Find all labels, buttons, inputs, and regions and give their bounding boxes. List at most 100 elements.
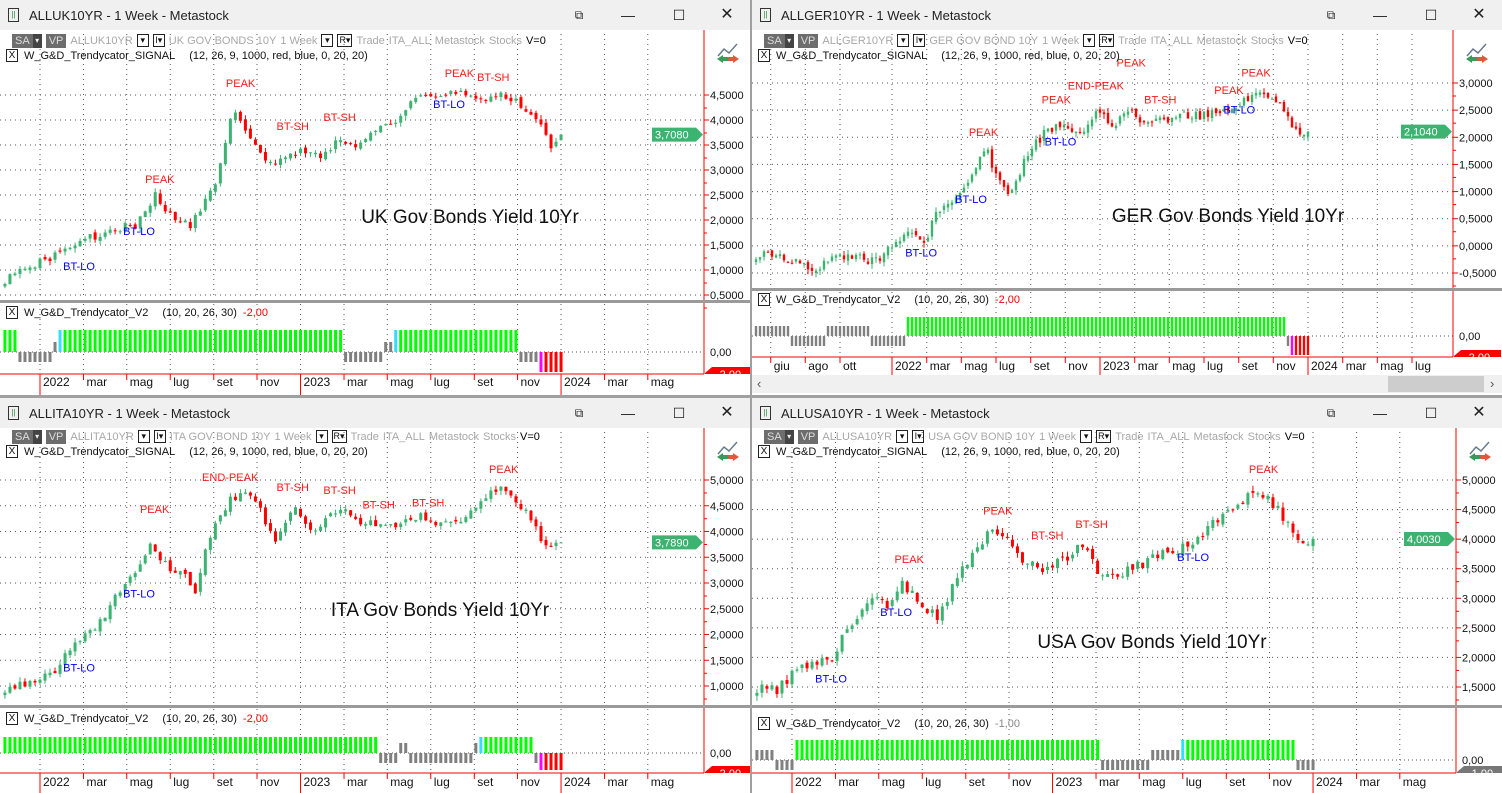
minimize-button[interactable]: — [621, 405, 635, 421]
remove-signal-icon[interactable]: X [758, 49, 770, 62]
indicator-bar [1010, 317, 1014, 336]
symbol-label[interactable]: ALLUSA10YR [822, 430, 893, 443]
period-dropdown[interactable]: ▾ [1083, 34, 1096, 47]
popout-icon[interactable]: ⧉ [574, 8, 584, 22]
interval-dropdown[interactable]: I▾ [152, 34, 165, 47]
remove-indicator-icon[interactable]: X [758, 293, 770, 306]
period-dropdown[interactable]: ▾ [321, 34, 334, 47]
minimize-button[interactable]: — [621, 7, 635, 23]
chart-window[interactable]: || ALLUSA10YR - 1 Week - Metastock ⧉ — ☐… [752, 398, 1502, 793]
price-chart[interactable]: 2022 mar mag lug set nov 2023 mar mag lug set nov 20… [0, 0, 750, 395]
popout-icon[interactable]: ⧉ [1326, 8, 1336, 22]
remove-signal-icon[interactable]: X [758, 445, 770, 458]
period-dropdown[interactable]: ▾ [1080, 430, 1093, 443]
sa-button[interactable]: SA [764, 33, 785, 48]
popout-icon[interactable]: ⧉ [1326, 406, 1336, 420]
chart-style-icon[interactable] [717, 441, 739, 461]
minimize-button[interactable]: — [1373, 7, 1387, 23]
symbol-label[interactable]: ALLGER10YR [822, 34, 894, 47]
scroll-right-icon[interactable]: › [1490, 376, 1495, 391]
title-bar[interactable]: || ALLGER10YR - 1 Week - Metastock ⧉ — ☐… [752, 0, 1502, 30]
vp-button[interactable]: VP [797, 33, 819, 48]
r-dropdown[interactable]: R▾ [331, 430, 347, 443]
chart-style-icon[interactable] [1466, 43, 1488, 63]
symbol-dropdown[interactable]: ▾ [136, 34, 149, 47]
chart-window[interactable]: || ALLGER10YR - 1 Week - Metastock ⧉ — ☐… [752, 0, 1502, 395]
sa-dropdown-icon[interactable]: ▾ [784, 429, 794, 444]
candle [1186, 108, 1190, 119]
period-dropdown[interactable]: ▾ [315, 430, 328, 443]
r-dropdown[interactable]: R▾ [1099, 34, 1115, 47]
candle [379, 125, 383, 134]
remove-indicator-icon[interactable]: X [6, 712, 18, 725]
maximize-button[interactable]: ☐ [672, 405, 686, 421]
symbol-label[interactable]: ALLITA10YR [70, 430, 134, 443]
close-button[interactable]: ✕ [1472, 6, 1486, 23]
vp-button[interactable]: VP [797, 429, 819, 444]
minimize-button[interactable]: — [1373, 405, 1387, 421]
pane-splitter[interactable] [752, 288, 1502, 291]
watermark-label: ITA Gov Bonds Yield 10Yr [331, 600, 550, 621]
price-chart[interactable]: 2022 mar mag lug set nov 2023 mar mag lug set nov 20… [752, 398, 1502, 793]
candle [1166, 116, 1170, 124]
interval-dropdown[interactable]: I▾ [912, 430, 925, 443]
candle [1114, 122, 1118, 131]
indicator-name[interactable]: W_G&D_Trendycator_V2 [24, 712, 149, 725]
symbol-dropdown[interactable]: ▾ [896, 430, 909, 443]
signal-name[interactable]: W_G&D_Trendycator_SIGNAL [776, 49, 928, 62]
signal-name[interactable]: W_G&D_Trendycator_SIGNAL [24, 445, 176, 458]
pane-splitter[interactable] [0, 705, 750, 708]
indicator-bar [218, 737, 222, 753]
interval-dropdown[interactable]: I▾ [913, 34, 926, 47]
chart-style-icon[interactable] [717, 43, 739, 63]
scrollbar-thumb[interactable] [1388, 376, 1484, 392]
remove-signal-icon[interactable]: X [6, 49, 18, 62]
symbol-dropdown[interactable]: ▾ [897, 34, 910, 47]
chart-style-icon[interactable] [1469, 441, 1491, 461]
indicator-name[interactable]: W_G&D_Trendycator_V2 [776, 717, 901, 730]
pane-splitter[interactable] [752, 705, 1502, 708]
r-dropdown[interactable]: R▾ [1096, 430, 1112, 443]
remove-indicator-icon[interactable]: X [758, 717, 770, 730]
interval-dropdown[interactable]: I▾ [153, 430, 166, 443]
close-button[interactable]: ✕ [720, 404, 734, 421]
indicator-bar [1070, 317, 1074, 336]
r-dropdown[interactable]: R▾ [337, 34, 353, 47]
maximize-button[interactable]: ☐ [672, 7, 686, 23]
title-bar[interactable]: || ALLITA10YR - 1 Week - Metastock ⧉ — ☐… [0, 398, 750, 428]
sa-dropdown-icon[interactable]: ▾ [784, 33, 794, 48]
maximize-button[interactable]: ☐ [1424, 405, 1438, 421]
sa-button[interactable]: SA [12, 429, 33, 444]
vp-button[interactable]: VP [45, 33, 67, 48]
title-bar[interactable]: || ALLUSA10YR - 1 Week - Metastock ⧉ — ☐… [752, 398, 1502, 428]
window-title: ALLITA10YR - 1 Week - Metastock [29, 405, 231, 421]
vp-button[interactable]: VP [45, 429, 67, 444]
candle [1241, 500, 1245, 505]
popout-icon[interactable]: ⧉ [574, 406, 584, 420]
signal-label: PEAK [489, 464, 519, 476]
close-button[interactable]: ✕ [720, 6, 734, 23]
sa-button[interactable]: SA [12, 33, 33, 48]
chart-window[interactable]: || ALLUK10YR - 1 Week - Metastock ⧉ — ☐ … [0, 0, 750, 395]
symbol-dropdown[interactable]: ▾ [137, 430, 150, 443]
price-chart[interactable]: 2022 mar mag lug set nov 2023 mar mag lug set nov 20… [0, 398, 750, 793]
symbol-label[interactable]: ALLUK10YR [70, 34, 133, 47]
close-button[interactable]: ✕ [1472, 404, 1486, 421]
remove-indicator-icon[interactable]: X [6, 306, 18, 319]
maximize-button[interactable]: ☐ [1424, 7, 1438, 23]
sa-dropdown-icon[interactable]: ▾ [32, 429, 42, 444]
price-chart[interactable]: giu ago ott 2022 mar mag lug set nov 2023 mar mag lu… [752, 0, 1502, 375]
signal-name[interactable]: W_G&D_Trendycator_SIGNAL [776, 445, 928, 458]
indicator-name[interactable]: W_G&D_Trendycator_V2 [776, 293, 901, 306]
sa-dropdown-icon[interactable]: ▾ [32, 33, 42, 48]
scroll-left-icon[interactable]: ‹ [757, 376, 762, 391]
chart-window[interactable]: || ALLITA10YR - 1 Week - Metastock ⧉ — ☐… [0, 398, 750, 793]
signal-name[interactable]: W_G&D_Trendycator_SIGNAL [24, 49, 176, 62]
sa-button[interactable]: SA [764, 429, 785, 444]
pane-splitter[interactable] [0, 300, 750, 303]
indicator-name[interactable]: W_G&D_Trendycator_V2 [24, 306, 149, 319]
horizontal-scrollbar[interactable]: ‹ › [752, 375, 1502, 393]
remove-signal-icon[interactable]: X [6, 445, 18, 458]
candle [1262, 88, 1266, 99]
title-bar[interactable]: || ALLUK10YR - 1 Week - Metastock ⧉ — ☐ … [0, 0, 750, 30]
